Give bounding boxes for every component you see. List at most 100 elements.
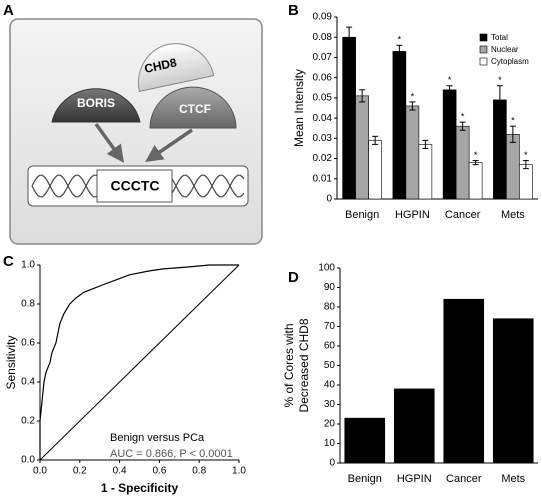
x-tick-label: Benign [345, 209, 379, 221]
x-tick-label: Cancer [445, 209, 481, 221]
y-tick-label: 70 [324, 321, 336, 332]
bar [344, 417, 386, 464]
significance-marker: * [461, 112, 465, 122]
y-tick-label: 1.0 [21, 260, 35, 271]
x-tick-label: 1.0 [232, 466, 246, 477]
charts: B 0 0.01 0.02 0.03 0.04 0.05 0.06 0.07 0.08 0.09 Be… [3, 2, 538, 495]
y-tick-label: 0.8 [21, 299, 35, 310]
bar [418, 144, 433, 200]
significance-marker: * [498, 75, 502, 85]
x-tick-label: 0.6 [152, 466, 166, 477]
x-tick-label: 0.2 [73, 466, 87, 477]
bar [492, 318, 534, 464]
bar [443, 298, 485, 464]
y-tick-label: 0 [326, 194, 332, 205]
legend-swatch [479, 45, 488, 54]
legend-label: Total [491, 33, 508, 42]
bar [519, 164, 533, 200]
significance-marker: * [398, 35, 402, 45]
y-tick-label: 0.08 [313, 32, 333, 43]
y-tick-label: 0.03 [313, 133, 333, 144]
legend-label: Nuclear [491, 45, 519, 54]
bar [393, 388, 435, 464]
roc-curve [39, 264, 239, 460]
y-tick-label: 0.01 [313, 173, 333, 184]
x-tick-label: Mets [501, 473, 525, 485]
y-axis-label: Mean Intensity [292, 69, 306, 147]
panel-label: C [3, 253, 14, 270]
chart: D 0 10 20 30 40 50 60 70 80 90 100 Benign HGPIN Cancer… [282, 263, 538, 485]
legend-label: Cytoplasm [491, 57, 529, 66]
y-tick-label: 0.06 [313, 72, 333, 83]
x-tick-label: Mets [501, 209, 525, 221]
motif-box [96, 169, 173, 203]
y-tick-label: 0.4 [21, 377, 35, 388]
bar [392, 51, 407, 200]
arrow [145, 128, 193, 162]
legend-swatch [479, 33, 488, 42]
y-tick-label: 10 [324, 438, 336, 449]
arrow [94, 122, 125, 163]
reference-line [39, 264, 240, 461]
y-tick-label: 0 [329, 458, 335, 469]
y-tick-label: 0.04 [313, 113, 333, 124]
panel-label: D [288, 269, 299, 286]
x-tick-label: 0.4 [113, 466, 127, 477]
y-tick-label: 20 [324, 419, 336, 430]
x-tick-label: 0.8 [192, 466, 206, 477]
y-tick-label: 0.6 [21, 338, 35, 349]
x-tick-label: Benign [348, 473, 382, 485]
x-tick-label: HGPIN [395, 209, 430, 221]
x-tick-label: HGPIN [397, 473, 432, 485]
y-axis-label: Decreased CHD8 [297, 318, 311, 412]
bar [442, 89, 457, 200]
significance-marker: * [524, 150, 528, 160]
protein-label: CHD8 [143, 55, 178, 76]
annotation: AUC = 0.866, P < 0.0001 [110, 448, 233, 460]
ctcf-shape [149, 86, 237, 129]
y-tick-label: 0.09 [313, 12, 333, 23]
bar [455, 125, 470, 200]
bar [468, 162, 483, 200]
y-axis-label: % of Cores with [282, 323, 296, 407]
y-tick-label: 0.2 [21, 416, 35, 427]
y-tick-label: 80 [324, 302, 336, 313]
protein-label: BORIS [77, 96, 115, 110]
significance-marker: * [411, 91, 415, 101]
chd8-shape [138, 43, 215, 93]
protein-label: CTCF [179, 102, 211, 116]
y-tick-label: 50 [324, 360, 336, 371]
annotation: Benign versus PCa [110, 432, 205, 444]
boris-shape [51, 88, 141, 123]
x-tick-label: Cancer [446, 473, 482, 485]
bar [368, 140, 382, 200]
diagram: A BORIS CHD8 CTCF CCCTC [3, 2, 263, 245]
y-tick-label: 40 [324, 380, 336, 391]
y-tick-label: 0.07 [313, 52, 333, 63]
x-tick-label: 0.0 [33, 466, 47, 477]
significance-marker: * [511, 116, 515, 126]
chart: B 0 0.01 0.02 0.03 0.04 0.05 0.06 0.07 0.08 0.09 Be… [288, 2, 538, 221]
y-tick-label: 0.05 [313, 93, 333, 104]
bar [405, 105, 420, 200]
bar [506, 133, 520, 200]
y-tick-label: 0.02 [313, 153, 333, 164]
significance-marker: * [474, 150, 478, 160]
chart: C 0.0 0.2 0.4 0.6 0.8 1.0 0.0 0.2 0.4 0.6 0.8 1.0 1 -… [3, 253, 246, 495]
motif-label: CCCTC [111, 178, 160, 194]
y-tick-label: 30 [324, 399, 336, 410]
bar [342, 36, 356, 200]
significance-marker: * [448, 75, 452, 85]
y-axis-label: Sensitivity [4, 335, 18, 389]
bar [355, 95, 369, 200]
bar [493, 99, 507, 200]
y-tick-label: 100 [318, 263, 335, 274]
x-axis-label: 1 - Specificity [101, 481, 179, 495]
legend-swatch [479, 57, 488, 66]
diagram-frame [9, 18, 263, 245]
y-tick-label: 60 [324, 341, 336, 352]
panel-label: B [288, 2, 299, 19]
y-tick-label: 90 [324, 282, 336, 293]
y-tick-label: 0.0 [21, 455, 35, 466]
